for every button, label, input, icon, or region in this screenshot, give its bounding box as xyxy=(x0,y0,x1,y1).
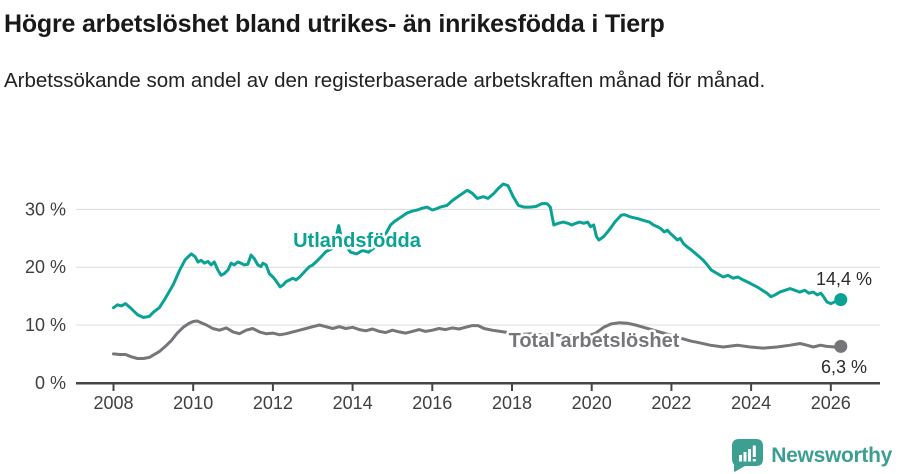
y-axis-tick-label: 10 % xyxy=(25,315,66,335)
x-axis-tick-label: 2026 xyxy=(811,393,851,413)
series-line-utlandsfodda xyxy=(112,182,843,319)
series-end-value-total: 6,3 % xyxy=(821,357,867,377)
series-end-dot-total xyxy=(834,339,848,353)
series-end-dot-utlandsfodda xyxy=(834,293,848,307)
y-axis-tick-label: 30 % xyxy=(25,199,66,219)
y-axis-tick-label: 20 % xyxy=(25,257,66,277)
x-axis-tick-label: 2012 xyxy=(253,393,293,413)
newsworthy-logo-icon xyxy=(732,439,764,472)
brand-name: Newsworthy xyxy=(771,443,892,467)
chart-subtitle: Arbetssökande som andel av den registerb… xyxy=(4,69,766,92)
series-label-total: Total arbetslöshet xyxy=(509,330,680,352)
series-line-total xyxy=(112,319,843,360)
x-axis-tick-label: 2018 xyxy=(492,393,532,413)
y-axis-tick-label: 0 % xyxy=(35,373,66,393)
series-label-utlandsfodda: Utlandsfödda xyxy=(293,230,422,252)
series-end-value-utlandsfodda: 14,4 % xyxy=(816,269,872,289)
x-axis-tick-label: 2020 xyxy=(572,393,612,413)
x-axis-tick-label: 2022 xyxy=(651,393,691,413)
chart-title: Högre arbetslöshet bland utrikes- än inr… xyxy=(4,10,665,38)
x-axis-tick-label: 2024 xyxy=(731,393,771,413)
x-axis-tick-label: 2010 xyxy=(173,393,213,413)
x-axis-tick-label: 2016 xyxy=(412,393,452,413)
x-axis-tick-label: 2014 xyxy=(333,393,373,413)
chart-header: Högre arbetslöshet bland utrikes- än inr… xyxy=(0,0,900,97)
x-axis-tick-label: 2008 xyxy=(93,393,133,413)
brand-footer: Newsworthy xyxy=(732,439,892,472)
